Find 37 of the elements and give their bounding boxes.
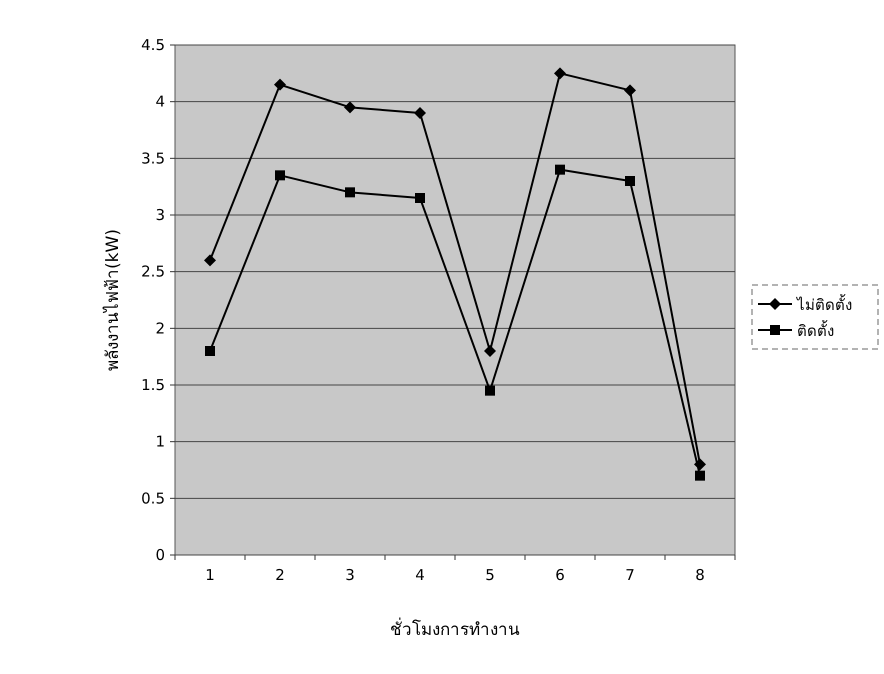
- x-axis-title: ชั่วโมงการทำงาน: [390, 617, 520, 640]
- y-tick-label: 2.5: [141, 262, 165, 281]
- y-tick-label: 4: [155, 92, 165, 111]
- point: [204, 254, 216, 266]
- legend-label: ติดตั้ง: [797, 320, 834, 340]
- y-axis-title: พลังงานไฟฟ้า(kW): [102, 229, 123, 371]
- point: [625, 176, 635, 186]
- point: [624, 84, 636, 96]
- point: [345, 187, 355, 198]
- legend-label: ไม่ติดตั้ง: [796, 294, 852, 314]
- x-tick-label: 7: [625, 566, 635, 584]
- point: [484, 345, 496, 357]
- y-tick-label: 2: [155, 319, 165, 338]
- y-tick-label: 1.5: [141, 376, 165, 394]
- x-tick-label: 6: [555, 566, 565, 584]
- point: [554, 67, 566, 80]
- point: [274, 78, 286, 91]
- x-tick-label: 4: [415, 566, 425, 584]
- point: [275, 170, 285, 180]
- y-tick-label: 3.5: [141, 149, 165, 168]
- point: [485, 386, 495, 396]
- x-tick-label: 2: [275, 566, 285, 584]
- point: [344, 101, 356, 114]
- point: [205, 346, 215, 356]
- x-tick-label: 3: [345, 566, 355, 584]
- x-tick-label: 1: [205, 566, 215, 584]
- point: [415, 193, 425, 203]
- point: [695, 470, 705, 481]
- point: [414, 107, 426, 119]
- point: [555, 164, 565, 175]
- x-tick-label: 5: [485, 566, 495, 584]
- y-tick-label: 4.5: [141, 36, 165, 54]
- y-tick-label: 3: [155, 206, 165, 224]
- y-tick-label: 1: [155, 432, 165, 451]
- y-tick-label: 0.5: [141, 489, 165, 508]
- y-tick-label: 0: [155, 546, 165, 564]
- x-tick-label: 8: [695, 566, 705, 584]
